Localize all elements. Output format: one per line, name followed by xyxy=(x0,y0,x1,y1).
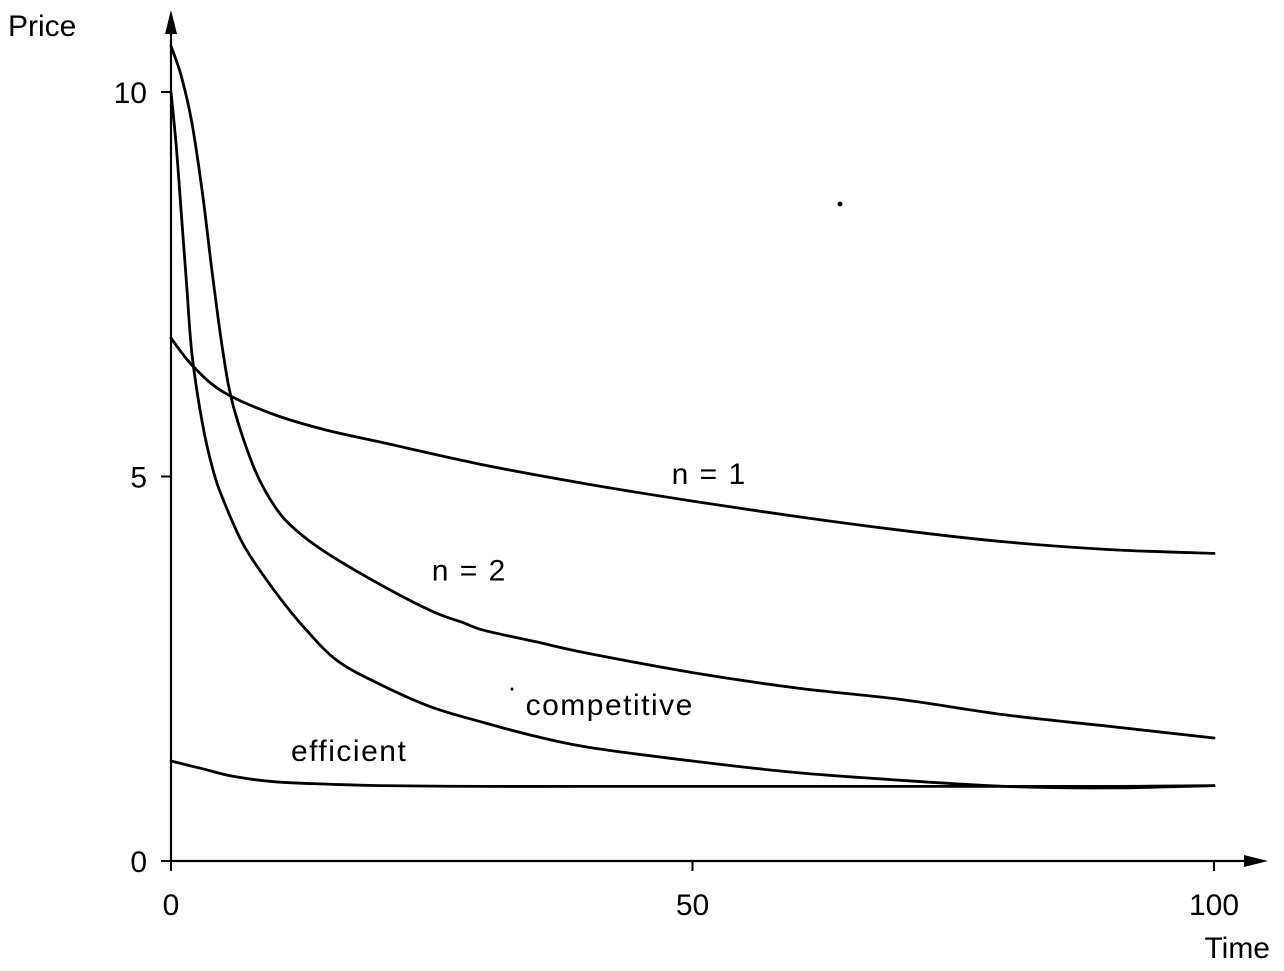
y-tick-label-0: 0 xyxy=(130,846,147,879)
series-line-n-2 xyxy=(169,44,1216,740)
series-line-efficient xyxy=(169,759,1216,788)
tick-labels: 0 50 100 0 5 10 xyxy=(114,77,1239,922)
y-tick-label-5: 5 xyxy=(130,462,147,495)
series-annotations: n = 1 n = 2 competitive efficient xyxy=(291,201,843,768)
x-axis-label: Time xyxy=(1204,932,1270,965)
series-label-n-1: n = 1 xyxy=(672,458,747,491)
series-lines xyxy=(169,44,1216,790)
x-axis-arrowhead xyxy=(1244,855,1268,867)
stray-dot xyxy=(510,687,514,691)
y-axis-arrowhead xyxy=(165,10,177,34)
series-line-n-1 xyxy=(169,336,1216,555)
stray-dot xyxy=(837,201,843,207)
x-tick-label-100: 100 xyxy=(1189,889,1239,922)
tick-marks xyxy=(161,91,1215,871)
y-tick-label-10: 10 xyxy=(114,77,147,110)
series-line-competitive xyxy=(169,90,1216,790)
axes xyxy=(165,10,1268,867)
y-axis-label: Price xyxy=(8,10,76,43)
series-label-n-2: n = 2 xyxy=(432,554,507,587)
series-label-efficient: efficient xyxy=(291,735,407,768)
x-tick-label-0: 0 xyxy=(163,889,180,922)
x-tick-label-50: 50 xyxy=(676,889,709,922)
series-label-competitive: competitive xyxy=(526,689,694,722)
